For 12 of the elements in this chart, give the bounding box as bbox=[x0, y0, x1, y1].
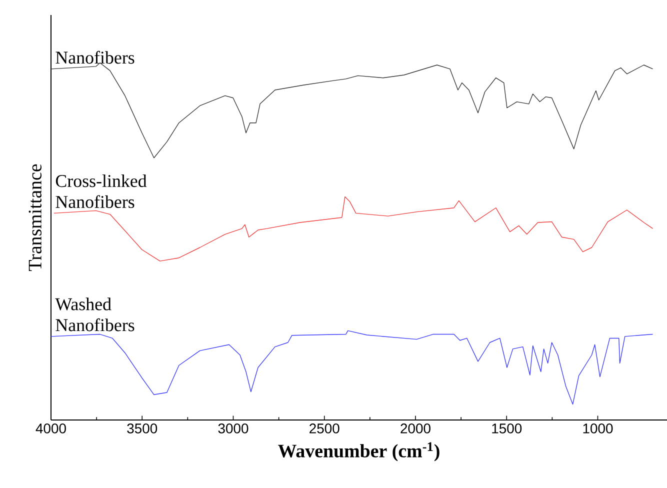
x-tick-label: 2000 bbox=[400, 424, 430, 434]
x-tick-label: 3500 bbox=[127, 424, 158, 434]
series-label: Cross-linked Nanofibers bbox=[56, 174, 147, 208]
series-label: Washed Nanofibers bbox=[55, 298, 134, 332]
y-axis-title: Transmittance bbox=[28, 164, 42, 271]
x-tick-label: 4000 bbox=[36, 424, 66, 434]
x-tick-label: 1500 bbox=[492, 424, 522, 434]
x-tick-label: 2500 bbox=[310, 424, 340, 434]
x-tick-label: 1000 bbox=[583, 424, 613, 434]
x-tick-label: 3000 bbox=[218, 424, 248, 434]
x-axis-title: Wavenumber (cm$^{-1}$) bbox=[278, 442, 440, 462]
series-label: Nanofibers bbox=[56, 50, 134, 64]
